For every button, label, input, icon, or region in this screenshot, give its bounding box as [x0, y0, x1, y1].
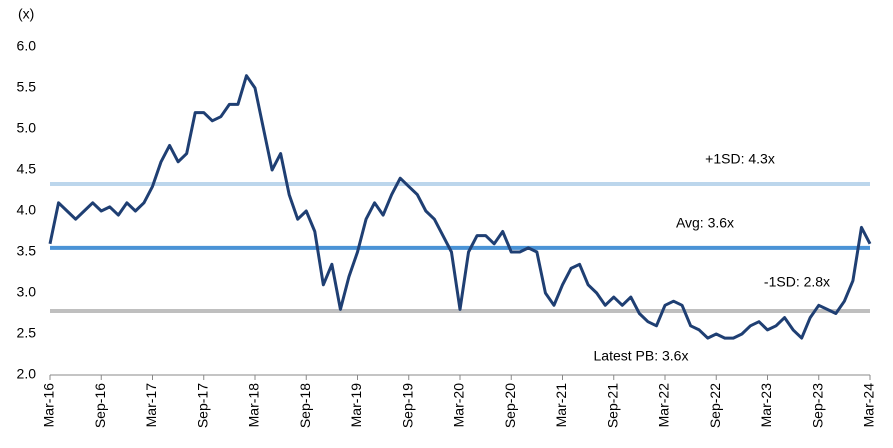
reference-label: Avg: 3.6x — [676, 215, 734, 231]
x-tick-label: Mar-18 — [246, 383, 262, 428]
x-tick-label: Mar-24 — [861, 383, 877, 428]
x-tick-label: Sep-22 — [707, 383, 723, 428]
x-tick-label: Sep-20 — [502, 383, 518, 428]
y-tick-label: 2.5 — [17, 325, 37, 341]
annotation: Latest PB: 3.6x — [594, 348, 689, 364]
x-tick-label: Sep-19 — [399, 383, 415, 428]
y-tick-label: 6.0 — [17, 38, 37, 54]
y-tick-label: 3.0 — [17, 284, 37, 300]
x-tick-label: Mar-21 — [553, 383, 569, 428]
y-tick-label: 3.5 — [17, 243, 37, 259]
x-tick-label: Mar-16 — [41, 383, 57, 428]
y-tick-label: 4.5 — [17, 161, 37, 177]
reference-label: +1SD: 4.3x — [705, 151, 775, 167]
x-tick-label: Mar-20 — [451, 383, 467, 428]
x-tick-label: Sep-21 — [604, 383, 620, 428]
reference-label: -1SD: 2.8x — [764, 274, 830, 290]
y-tick-label: 5.0 — [17, 120, 37, 136]
x-tick-label: Sep-16 — [92, 383, 108, 428]
x-tick-label: Sep-18 — [297, 383, 313, 428]
x-tick-label: Sep-17 — [194, 383, 210, 428]
y-tick-label: 2.0 — [17, 366, 37, 382]
x-tick-label: Sep-23 — [809, 383, 825, 428]
x-tick-label: Mar-22 — [656, 383, 672, 428]
y-tick-label: 4.0 — [17, 202, 37, 218]
x-tick-label: Mar-17 — [143, 383, 159, 428]
y-tick-label: 5.5 — [17, 79, 37, 95]
y-axis-label: (x) — [18, 6, 34, 22]
x-tick-label: Mar-23 — [758, 383, 774, 428]
x-tick-label: Mar-19 — [348, 383, 364, 428]
data-line — [48, 74, 872, 340]
